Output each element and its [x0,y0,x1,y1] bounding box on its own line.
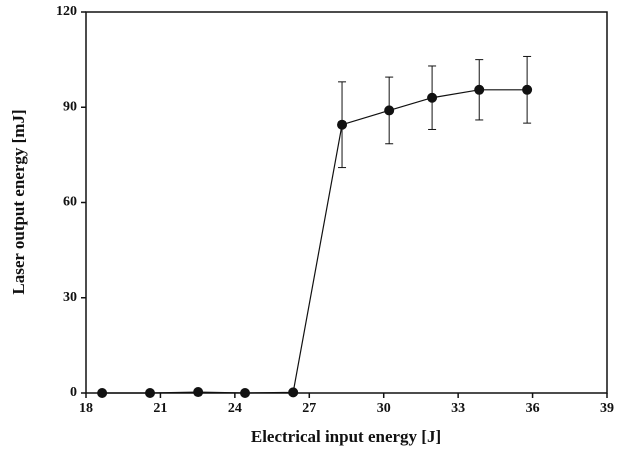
y-tick-label: 60 [63,195,77,210]
y-axis-label: Laser output energy [mJ] [9,109,28,294]
y-tick-label: 0 [70,385,77,400]
data-point [145,388,156,398]
plot-frame [85,11,608,394]
y-tick-label: 90 [63,99,77,114]
data-point [427,92,438,103]
data-point [240,388,251,398]
data-point [474,84,485,95]
x-tick-label: 24 [228,401,242,416]
data-point [193,387,204,398]
x-tick-label: 18 [79,401,93,416]
data-point [97,388,108,398]
data-point [337,119,348,130]
y-tick-label: 120 [56,4,77,19]
data-point [384,105,395,116]
data-point [522,84,533,95]
x-tick-label: 36 [526,401,540,416]
x-tick-label: 21 [153,401,167,416]
data-point [288,387,299,398]
x-tick-label: 30 [377,401,391,416]
data-line [102,89,528,394]
y-tick-label: 30 [63,290,77,305]
x-tick-label: 27 [302,401,316,416]
x-tick-label: 33 [451,401,465,416]
x-axis-label: Electrical input energy [J] [251,427,441,446]
x-tick-label: 39 [600,401,614,416]
